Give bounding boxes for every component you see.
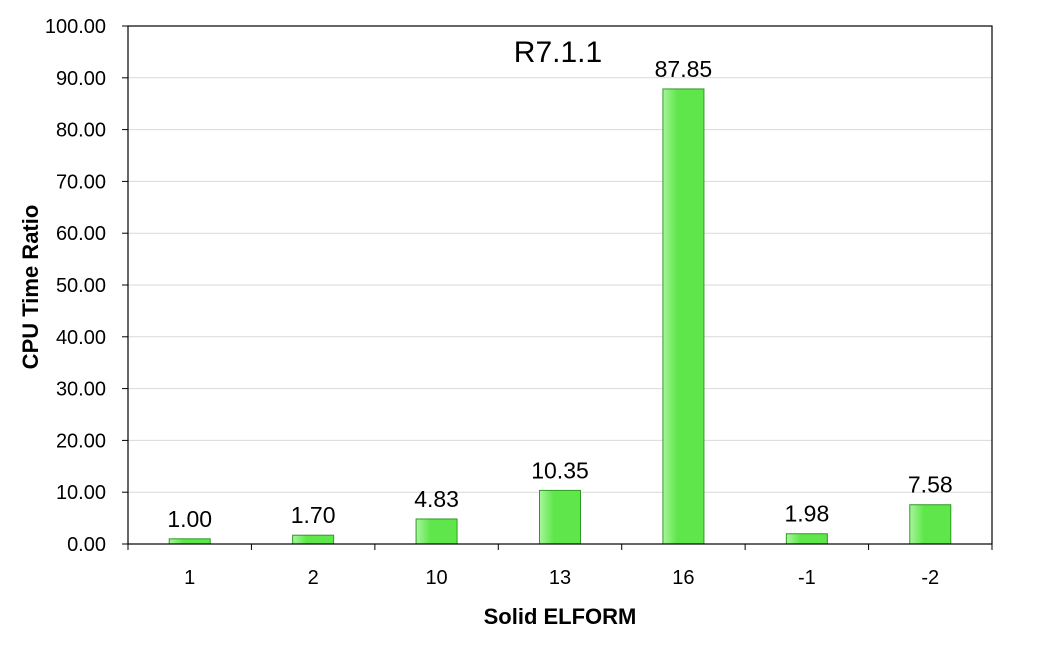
y-tick-label: 0.00 xyxy=(67,534,106,556)
y-tick-label: 40.00 xyxy=(56,327,106,349)
y-tick-label: 60.00 xyxy=(56,223,106,245)
data-label: 7.58 xyxy=(908,472,953,498)
y-axis-title: CPU Time Ratio xyxy=(18,205,43,370)
data-labels: 1.00 1.70 4.83 10.35 87.85 1.98 7.58 xyxy=(167,56,952,532)
bar xyxy=(785,533,828,545)
bar xyxy=(909,504,952,545)
y-tick-label: 20.00 xyxy=(56,430,106,452)
bar xyxy=(292,534,335,545)
chart-title: R7.1.1 xyxy=(514,36,602,69)
bar xyxy=(168,538,211,545)
bars xyxy=(168,88,952,545)
x-tick-label: 16 xyxy=(672,567,694,589)
x-tick-label: 1 xyxy=(184,567,195,589)
x-tick-label: -2 xyxy=(921,567,939,589)
bar xyxy=(415,518,458,545)
data-label: 10.35 xyxy=(531,457,589,483)
data-label: 1.00 xyxy=(167,506,212,532)
x-tick-label: 2 xyxy=(308,567,319,589)
bar xyxy=(539,489,581,545)
y-tick-label: 100.00 xyxy=(45,16,106,38)
y-tick-label: 80.00 xyxy=(56,120,106,142)
data-label: 1.98 xyxy=(784,501,829,527)
y-tick-label: 30.00 xyxy=(56,379,106,401)
bar xyxy=(662,88,705,545)
x-axis-title: Solid ELFORM xyxy=(484,604,637,629)
data-label: 87.85 xyxy=(655,56,713,82)
data-label: 4.83 xyxy=(414,486,459,512)
y-tick-label: 10.00 xyxy=(56,482,106,504)
gridlines xyxy=(128,25,992,493)
x-tick-label: -1 xyxy=(798,567,816,589)
x-tick-label: 10 xyxy=(425,567,447,589)
plot-frame xyxy=(127,25,993,545)
data-label: 1.70 xyxy=(291,502,336,528)
x-tick-label: 13 xyxy=(549,567,571,589)
axes: 0.00 10.00 20.00 30.00 40.00 50.00 60.00 70.00 8… xyxy=(45,16,993,589)
y-tick-label: 90.00 xyxy=(56,68,106,90)
y-tick-label: 50.00 xyxy=(56,275,106,297)
y-tick-label: 70.00 xyxy=(56,171,106,193)
